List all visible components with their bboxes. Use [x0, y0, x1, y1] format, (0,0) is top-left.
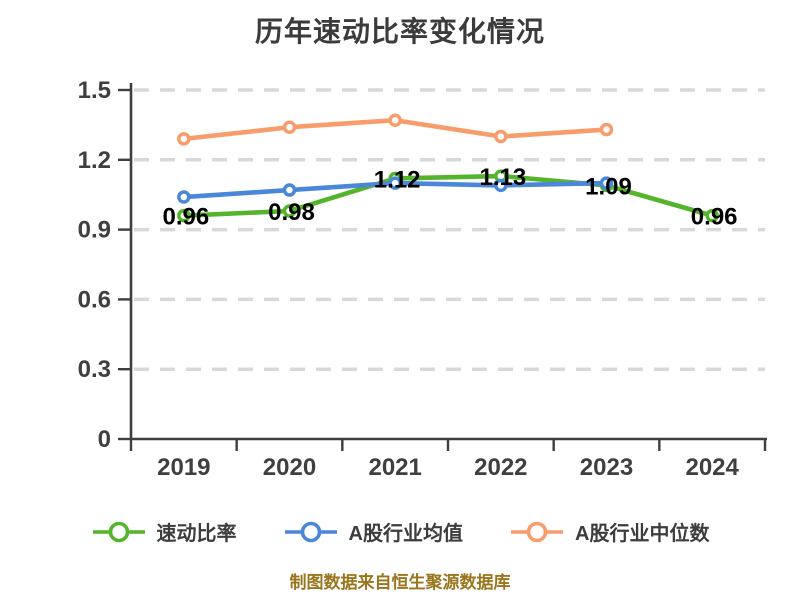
data-point-label: 0.98 — [268, 199, 315, 226]
x-tick-label: 2021 — [368, 454, 421, 481]
data-point-marker — [599, 176, 614, 190]
data-point-label: 1.13 — [479, 164, 526, 191]
data-point-label: 1.09 — [585, 173, 632, 200]
legend-line-marker-icon — [511, 521, 563, 542]
legend-item-2[interactable]: A股行业中位数 — [509, 517, 709, 546]
y-tick-label: 0.9 — [78, 217, 111, 244]
data-point-marker — [388, 113, 402, 127]
legend-item-label: 速动比率 — [156, 523, 237, 545]
chart-title: 历年速动比率变化情况 — [254, 16, 545, 47]
data-point-marker — [282, 204, 297, 218]
legend-item-label: A股行业均值 — [348, 523, 463, 545]
legend-line-marker-icon — [92, 521, 145, 542]
data-point-marker — [177, 132, 191, 146]
data-point-marker — [705, 208, 719, 223]
data-point-marker — [494, 129, 508, 144]
y-tick-label: 1.2 — [78, 147, 111, 174]
data-point-label: 0.96 — [162, 204, 209, 231]
line-chart-plot: 0 0.3 0.6 0.9 1.2 1.5 2019 2020 2021 2022 2023 2024… — [78, 77, 767, 481]
series-markers-2 — [177, 113, 614, 146]
y-tick-label: 1.5 — [78, 77, 111, 104]
x-tick-label: 2023 — [580, 454, 633, 481]
data-point-marker — [599, 122, 614, 137]
y-tick-label: 0.6 — [78, 286, 111, 313]
data-point-label: 1.12 — [374, 166, 421, 193]
data-source-note: 制图数据来自恒生聚源数据库 — [289, 573, 511, 592]
legend-item-1[interactable]: A股行业均值 — [283, 517, 463, 546]
data-point-marker — [494, 178, 508, 193]
legend-line-marker-icon — [284, 521, 337, 542]
legend-item-label: A股行业中位数 — [575, 523, 710, 545]
x-axis-labels: 2019 2020 2021 2022 2023 2024 — [157, 454, 739, 481]
legend-item-0[interactable]: 速动比率 — [91, 517, 237, 546]
y-tick-label: 0 — [98, 426, 111, 453]
x-tick-label: 2019 — [157, 454, 210, 481]
x-tick-label: 2022 — [474, 454, 527, 481]
data-point-label: 0.96 — [691, 204, 738, 231]
y-tick-label: 0.3 — [78, 356, 111, 383]
data-point-marker — [282, 120, 297, 134]
data-point-marker — [388, 176, 402, 190]
data-point-marker — [282, 183, 297, 197]
data-point-marker — [177, 190, 191, 204]
y-axis-labels: 0 0.3 0.6 0.9 1.2 1.5 — [78, 77, 111, 453]
x-tick-label: 2020 — [263, 454, 316, 481]
axes — [118, 83, 767, 451]
y-gridlines — [134, 88, 765, 371]
data-labels: 0.96 0.98 1.12 1.13 1.09 0.96 — [162, 164, 737, 231]
series-markers-1 — [177, 176, 614, 204]
chart-legend: 速动比率 A股行业均值 A股行业中位数 — [0, 517, 800, 546]
data-point-marker — [177, 208, 191, 223]
series-line-0 — [181, 173, 715, 218]
x-tick-label: 2024 — [685, 454, 739, 481]
